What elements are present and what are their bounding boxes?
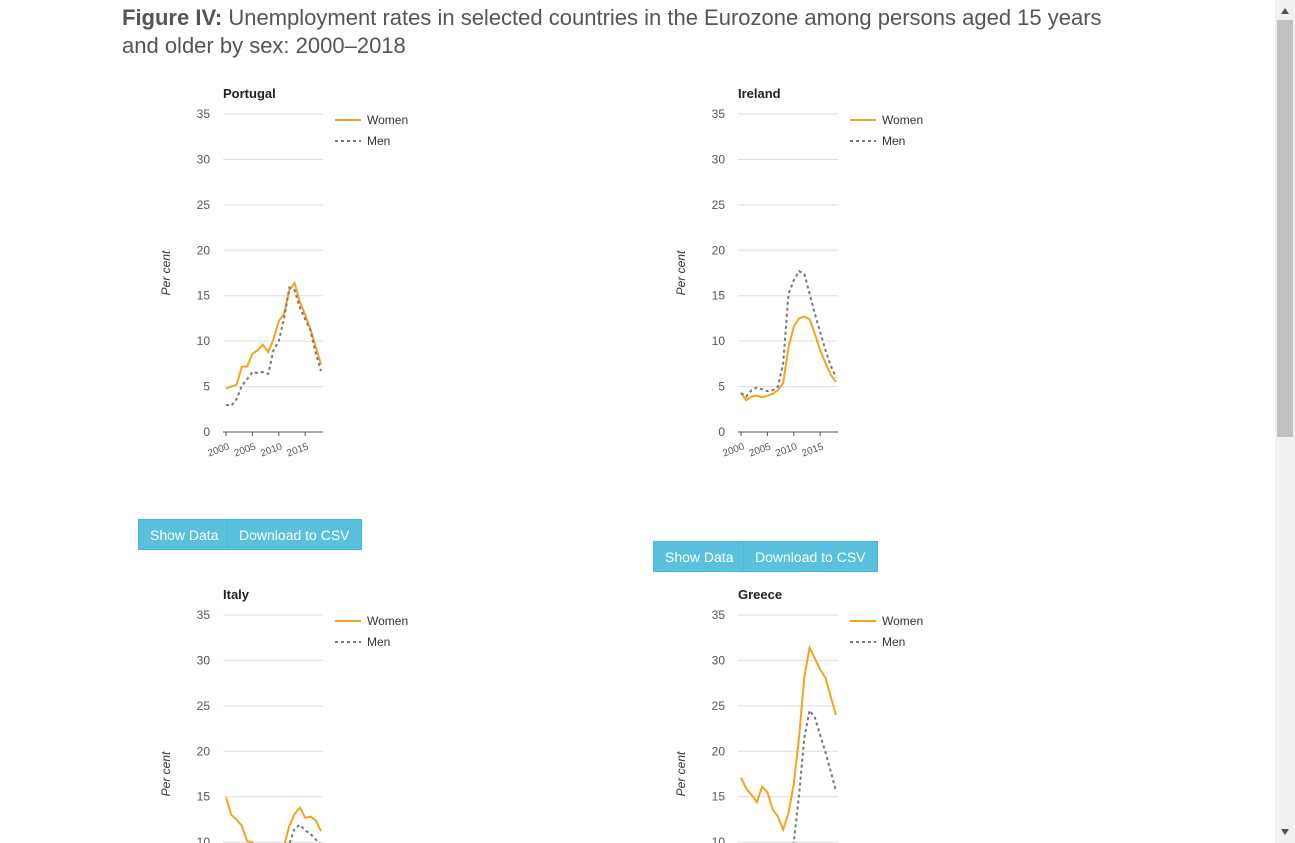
legend-label: Women (882, 614, 923, 628)
download-csv-button[interactable]: Download to CSV (743, 541, 878, 572)
series-line (792, 707, 837, 843)
scrollbar[interactable] (1275, 0, 1295, 843)
y-tick-label: 25 (197, 699, 211, 713)
y-tick-label: 35 (712, 608, 726, 622)
series-line (225, 797, 322, 843)
chart-title: Portugal (223, 86, 276, 101)
series-line (740, 269, 837, 398)
legend-label: Women (367, 113, 408, 127)
figure-text: Unemployment rates in selected countries… (122, 5, 1102, 58)
y-tick-label: 10 (197, 835, 211, 843)
y-tick-label: 20 (197, 744, 211, 758)
series-line (740, 315, 837, 402)
show-data-button[interactable]: Show Data (138, 519, 231, 550)
x-tick-label: 2010 (259, 441, 284, 459)
y-tick-label: 5 (718, 380, 725, 394)
figure-prefix: Figure IV: (122, 5, 223, 30)
y-tick-label: 15 (712, 790, 726, 804)
x-tick-label: 2005 (233, 441, 258, 459)
y-tick-label: 0 (203, 425, 210, 439)
y-tick-label: 25 (197, 198, 211, 212)
scroll-thumb[interactable] (1277, 20, 1293, 437)
download-csv-button[interactable]: Download to CSV (227, 519, 362, 550)
y-tick-label: 15 (197, 289, 211, 303)
y-tick-label: 5 (203, 380, 210, 394)
y-tick-label: 30 (197, 653, 211, 667)
x-tick-label: 2015 (286, 441, 311, 459)
chart-title: Italy (223, 587, 250, 602)
x-tick-label: 2010 (774, 441, 799, 459)
series-line (225, 286, 322, 407)
x-tick-label: 2015 (801, 441, 826, 459)
x-tick-label: 2005 (748, 441, 773, 459)
y-tick-label: 30 (197, 152, 211, 166)
y-tick-label: 15 (712, 289, 726, 303)
y-tick-label: 15 (197, 790, 211, 804)
y-tick-label: 10 (712, 835, 726, 843)
legend-label: Women (882, 113, 923, 127)
legend-label: Men (367, 134, 390, 148)
y-tick-label: 10 (197, 334, 211, 348)
scroll-arrows (1281, 8, 1289, 835)
chart-title: Greece (738, 587, 782, 602)
show-data-button[interactable]: Show Data (653, 541, 746, 572)
chart-title: Ireland (738, 86, 781, 101)
y-axis-label: Per cent (159, 250, 173, 295)
legend-label: Women (367, 614, 408, 628)
legend-label: Men (882, 635, 905, 649)
y-tick-label: 30 (712, 152, 726, 166)
y-tick-label: 35 (197, 608, 211, 622)
y-tick-label: 20 (197, 243, 211, 257)
legend-label: Men (882, 134, 905, 148)
y-tick-label: 0 (718, 425, 725, 439)
y-axis-label: Per cent (674, 250, 688, 295)
y-tick-label: 25 (712, 699, 726, 713)
x-tick-label: 2000 (206, 441, 231, 459)
series-line (225, 280, 322, 390)
y-axis-label: Per cent (159, 751, 173, 796)
figure-title: Figure IV: Unemployment rates in selecte… (122, 4, 1122, 60)
series-line (288, 823, 321, 843)
y-tick-label: 30 (712, 653, 726, 667)
y-tick-label: 10 (712, 334, 726, 348)
y-tick-label: 20 (712, 243, 726, 257)
y-tick-label: 35 (197, 107, 211, 121)
x-tick-label: 2000 (721, 441, 746, 459)
y-tick-label: 35 (712, 107, 726, 121)
series-line (740, 644, 837, 833)
legend-label: Men (367, 635, 390, 649)
y-tick-label: 25 (712, 198, 726, 212)
y-axis-label: Per cent (674, 751, 688, 796)
y-tick-label: 20 (712, 744, 726, 758)
